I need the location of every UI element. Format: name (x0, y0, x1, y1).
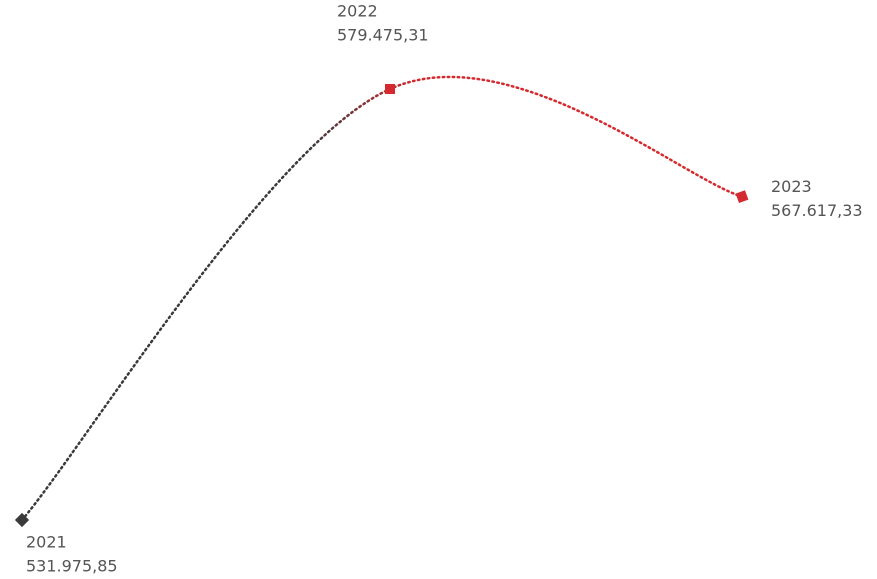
marker (14, 512, 30, 528)
category-label: 2021 (26, 533, 67, 552)
line (20, 75, 744, 522)
category-label: 2023 (771, 177, 812, 196)
category-label: 2022 (337, 2, 378, 21)
marker (735, 190, 749, 204)
value-label: 531.975,85 (26, 557, 118, 576)
value-label: 579.475,31 (337, 26, 429, 45)
marker (385, 84, 395, 94)
value-label: 567.617,33 (771, 201, 863, 220)
